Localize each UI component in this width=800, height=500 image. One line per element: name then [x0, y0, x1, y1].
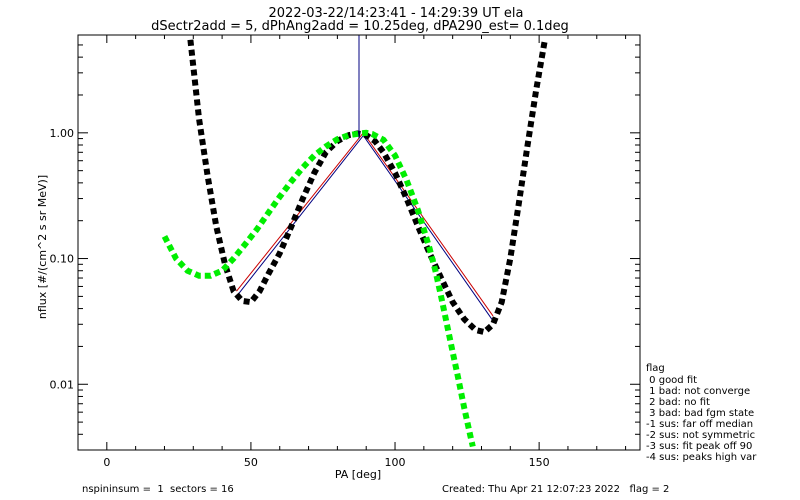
fit-line-red — [236, 131, 494, 317]
y-axis-label: nflux [#/(cm^2 s sr MeV)] — [36, 175, 49, 319]
y-tick-label: 0.10 — [50, 253, 75, 266]
fit-line-blue — [236, 134, 494, 322]
legend-entry: 0 good fit — [646, 375, 697, 386]
legend-entry: -4 sus: peaks high var — [646, 452, 757, 463]
legend-title: flag — [646, 363, 665, 374]
x-tick-label: 50 — [244, 456, 258, 469]
legend-entry: -3 sus: fit peak off 90 — [646, 441, 752, 452]
x-tick-label: 100 — [385, 456, 406, 469]
legend-entry: -1 sus: far off median — [646, 419, 753, 430]
x-tick-label: 0 — [103, 456, 110, 469]
legend-entry: 3 bad: bad fgm state — [646, 408, 754, 419]
x-axis-label: PA [deg] — [335, 468, 381, 481]
legend-entry: 2 bad: no fit — [646, 397, 710, 408]
series-black-dotted — [187, 39, 548, 336]
y-tick-label: 1.00 — [50, 127, 75, 140]
series-layer — [161, 39, 548, 448]
footer-left: nspininsum = 1 sectors = 16 — [82, 484, 234, 495]
tick-layer: 0 50 100 150 0.01 0.10 1.00 — [50, 34, 640, 469]
chart-title: 2022-03-22/14:23:41 - 14:29:39 UT ela — [269, 6, 524, 21]
series-green-dotted — [161, 129, 476, 448]
footer-right: Created: Thu Apr 21 12:07:23 2022 flag =… — [442, 484, 669, 495]
y-tick-label: 0.01 — [50, 378, 75, 391]
legend-entry: -2 sus: not symmetric — [646, 430, 755, 441]
legend: flag 0 good fit 1 bad: not converge 2 ba… — [646, 363, 757, 463]
plot-frame — [77, 34, 641, 451]
legend-entry: 1 bad: not converge — [646, 386, 750, 397]
chart-subtitle: dSectr2add = 5, dPhAng2add = 10.25deg, d… — [151, 19, 569, 34]
x-tick-label: 150 — [529, 456, 550, 469]
